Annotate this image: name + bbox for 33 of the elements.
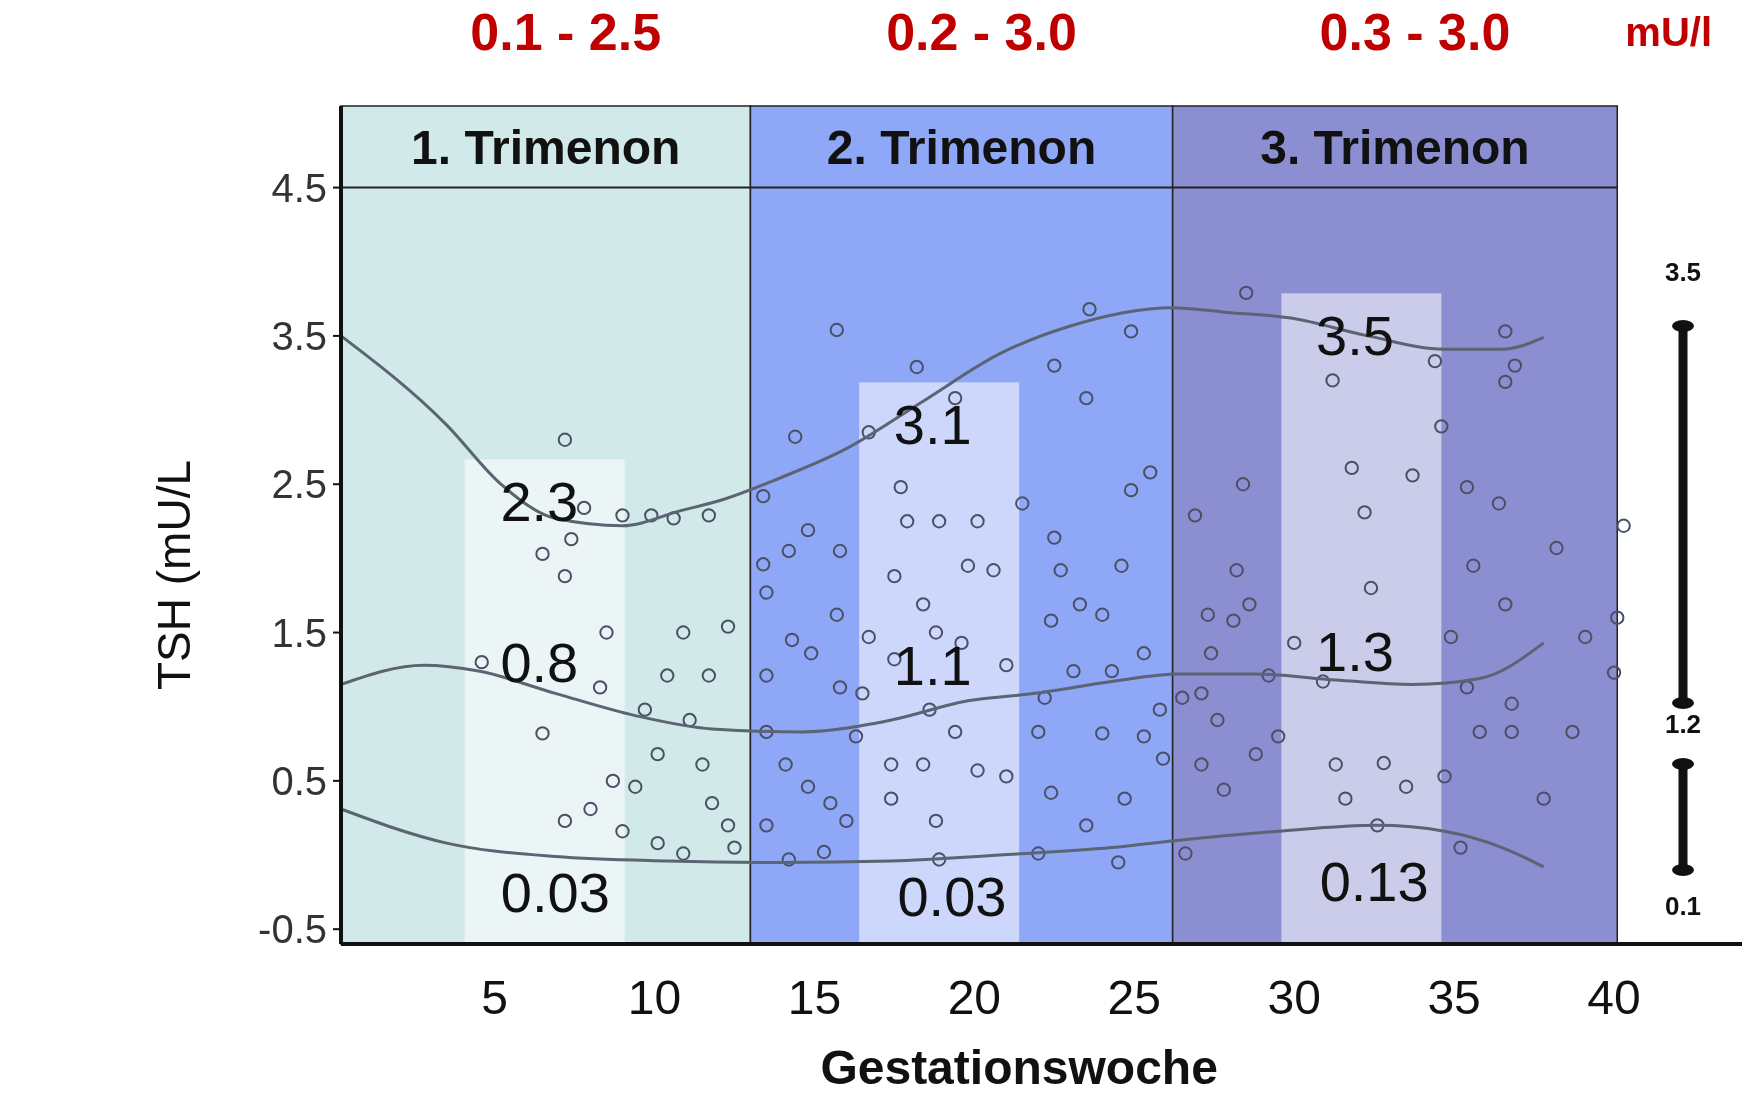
annotation: 0.03 — [897, 865, 1007, 929]
text: 0.2 - 3.0 — [886, 3, 1077, 61]
x-tick-label: 20 — [947, 971, 1002, 1024]
band-label: 3. Trimenon — [1260, 121, 1530, 174]
y-axis-title: TSH (mU/L — [148, 460, 200, 690]
text: 0.1 - 2.5 — [470, 3, 662, 61]
annotation: 0.03 — [500, 860, 610, 924]
y-tick-label: 0.5 — [271, 758, 327, 803]
text: mU/l — [1625, 10, 1712, 54]
y-tick-label: 4.5 — [271, 165, 327, 210]
annotation: 3.5 — [1664, 257, 1702, 287]
y-tick-label: -0.5 — [258, 907, 327, 952]
annotation: 3.1 — [893, 392, 972, 456]
annotation: 0.8 — [500, 630, 579, 694]
annotation: 0.1 — [1664, 891, 1702, 921]
annotation: 1.1 — [893, 633, 972, 697]
annotation: 1.3 — [1316, 620, 1394, 684]
x-tick-label: 5 — [481, 971, 508, 1024]
x-tick-label: 15 — [787, 971, 842, 1024]
x-tick-label: 25 — [1107, 971, 1161, 1024]
x-tick-label: 30 — [1267, 971, 1321, 1024]
annotation: 1.2 — [1664, 709, 1702, 739]
y-tick-label: 3.5 — [271, 313, 327, 358]
y-tick-label: 1.5 — [271, 610, 327, 655]
annotation: 0.13 — [1319, 850, 1429, 914]
text: 0.3 - 3.0 — [1319, 3, 1511, 61]
x-tick-label: 35 — [1427, 971, 1481, 1024]
y-tick-label: 2.5 — [271, 462, 327, 507]
x-tick-label: 10 — [627, 971, 682, 1024]
x-axis-title: Gestationswoche — [820, 1041, 1218, 1094]
x-tick-label: 40 — [1587, 971, 1641, 1024]
band-label: 2. Trimenon — [826, 121, 1097, 174]
band-label: 1. Trimenon — [411, 121, 681, 174]
